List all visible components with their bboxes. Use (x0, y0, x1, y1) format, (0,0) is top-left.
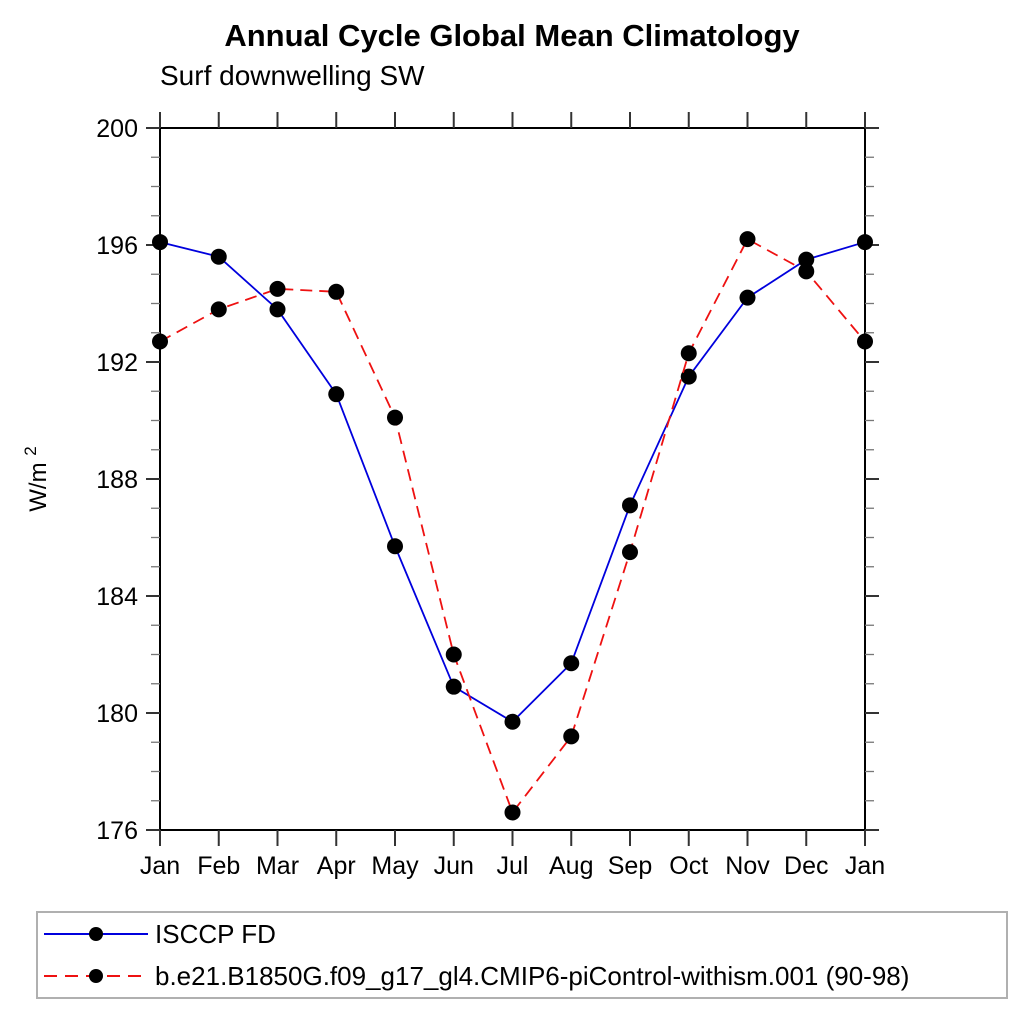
data-point-marker (387, 538, 403, 555)
data-point-marker (210, 248, 227, 265)
y-axis-title: W/m 2 (21, 446, 52, 511)
data-point-marker (210, 301, 227, 318)
y-tick-label: 176 (96, 817, 138, 845)
y-tick-label: 180 (96, 700, 138, 728)
legend-marker-dot-icon (89, 969, 103, 983)
data-point-marker (328, 283, 345, 300)
data-point-marker (328, 386, 345, 403)
y-axis-title-superscript: 2 (21, 446, 40, 455)
data-point-marker (857, 333, 873, 350)
data-point-marker (269, 280, 286, 297)
legend-label-observation: ISCCP FD (155, 918, 276, 949)
data-point-marker (622, 497, 638, 514)
data-point-marker (680, 345, 697, 362)
x-month-label: Dec (784, 852, 828, 880)
data-point-marker (387, 409, 403, 426)
data-point-marker (563, 655, 580, 672)
legend-marker-dot-icon (89, 927, 103, 941)
x-month-label: Mar (256, 852, 299, 880)
data-point-marker (857, 234, 873, 251)
legend-item-observation: ISCCP FD (38, 914, 1006, 954)
x-month-label: Aug (549, 852, 593, 880)
x-month-label: Sep (608, 852, 652, 880)
y-tick-label: 192 (96, 349, 138, 377)
data-point-marker (504, 804, 521, 821)
chart-subtitle: Surf downwelling SW (160, 60, 425, 91)
series-0 (152, 234, 873, 730)
data-point-marker (622, 544, 638, 561)
data-point-marker (152, 234, 168, 251)
data-point-marker (269, 301, 286, 318)
legend-item-model: b.e21.B1850G.f09_g17_gl4.CMIP6-piControl… (38, 956, 1006, 996)
x-axis: Jan Feb Mar Apr May Jun Jul Aug Sep Oct Nov Dec Jan (140, 112, 885, 880)
x-month-label: May (371, 852, 419, 880)
data-point-marker (445, 646, 462, 663)
data-point-marker (739, 289, 756, 306)
x-month-label: Jul (497, 852, 529, 880)
data-point-marker (504, 713, 521, 730)
chart-title: Annual Cycle Global Mean Climatology (224, 18, 800, 53)
data-point-marker (798, 251, 815, 268)
series-line (159, 241, 866, 723)
data-point-marker (152, 333, 168, 350)
x-month-label: Oct (669, 852, 708, 880)
data-point-marker (739, 231, 756, 248)
y-axis: 176 180 184 188 192 196 200 (96, 115, 879, 845)
series-1 (152, 231, 873, 821)
legend-solid-line-sample (44, 927, 148, 941)
legend-dashed-line-sample (44, 969, 148, 983)
y-tick-label: 200 (96, 115, 138, 143)
x-month-label: Jun (434, 852, 474, 880)
y-tick-label: 188 (96, 466, 138, 494)
x-month-label: Feb (197, 852, 240, 880)
y-tick-label: 196 (96, 232, 138, 260)
data-point-marker (445, 678, 462, 695)
y-tick-label: 184 (96, 583, 138, 611)
legend-label-model: b.e21.B1850G.f09_g17_gl4.CMIP6-piControl… (155, 960, 910, 991)
x-month-label: Jan (140, 852, 180, 880)
data-point-marker (680, 368, 697, 385)
legend: ISCCP FD b.e21.B1850G.f09_g17_gl4.CMIP6-… (36, 911, 1008, 999)
x-month-label: Jan (845, 852, 885, 880)
x-month-label: Nov (725, 852, 770, 880)
data-point-marker (563, 728, 580, 745)
data-point-marker (798, 263, 815, 280)
y-axis-title-base: W/m (25, 462, 52, 511)
x-month-label: Apr (317, 852, 356, 880)
